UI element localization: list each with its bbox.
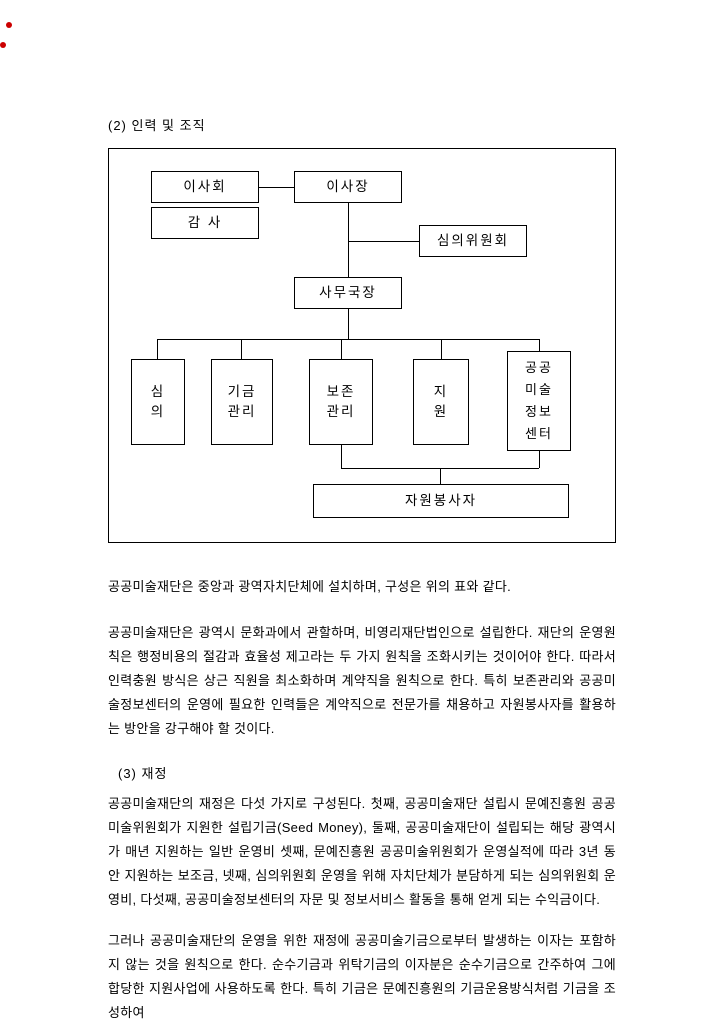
section-heading-3: (3) 재정 bbox=[108, 763, 616, 782]
node-isahoe: 이사회 bbox=[151, 171, 259, 203]
node-jawon-bongsa: 자원봉사자 bbox=[313, 484, 569, 518]
section-heading-2: (2) 인력 및 조직 bbox=[108, 115, 616, 134]
connector bbox=[241, 339, 242, 359]
node-samu-gukjang: 사무국장 bbox=[294, 277, 402, 309]
decorative-dot bbox=[0, 42, 6, 48]
connector bbox=[341, 339, 342, 359]
connector bbox=[157, 339, 539, 340]
connector bbox=[539, 451, 540, 468]
paragraph-1: 공공미술재단은 중앙과 광역자치단체에 설치하며, 구성은 위의 표와 같다. bbox=[108, 575, 616, 599]
connector bbox=[348, 203, 349, 277]
node-simui: 심 의 bbox=[131, 359, 185, 445]
node-simui-committee: 심의위원회 bbox=[419, 225, 527, 257]
connector bbox=[341, 445, 342, 468]
node-isajang: 이사장 bbox=[294, 171, 402, 203]
connector bbox=[440, 468, 441, 484]
connector bbox=[441, 339, 442, 359]
paragraph-3: 공공미술재단의 재정은 다섯 가지로 구성된다. 첫째, 공공미술재단 설립시 … bbox=[108, 792, 616, 912]
connector bbox=[259, 187, 294, 188]
node-gonggong-center: 공공 미술 정보 센터 bbox=[507, 351, 571, 451]
decorative-dot bbox=[6, 22, 12, 28]
connector bbox=[348, 241, 419, 242]
paragraph-4: 그러나 공공미술재단의 운영을 위한 재정에 공공미술기금으로부터 발생하는 이… bbox=[108, 929, 616, 1025]
node-bojon: 보존 관리 bbox=[309, 359, 373, 445]
node-gamsa: 감 사 bbox=[151, 207, 259, 239]
paragraph-2: 공공미술재단은 광역시 문화과에서 관할하며, 비영리재단법인으로 설립한다. … bbox=[108, 621, 616, 741]
connector bbox=[348, 309, 349, 339]
node-jiwon: 지 원 bbox=[413, 359, 469, 445]
node-gigeum: 기금 관리 bbox=[211, 359, 273, 445]
page-content: (2) 인력 및 조직 이사회 감 사 이사장 심의위원회 사무국장 심 의 기… bbox=[0, 0, 706, 1025]
org-chart: 이사회 감 사 이사장 심의위원회 사무국장 심 의 기금 관리 보존 관리 지… bbox=[108, 148, 616, 543]
connector bbox=[157, 339, 158, 359]
